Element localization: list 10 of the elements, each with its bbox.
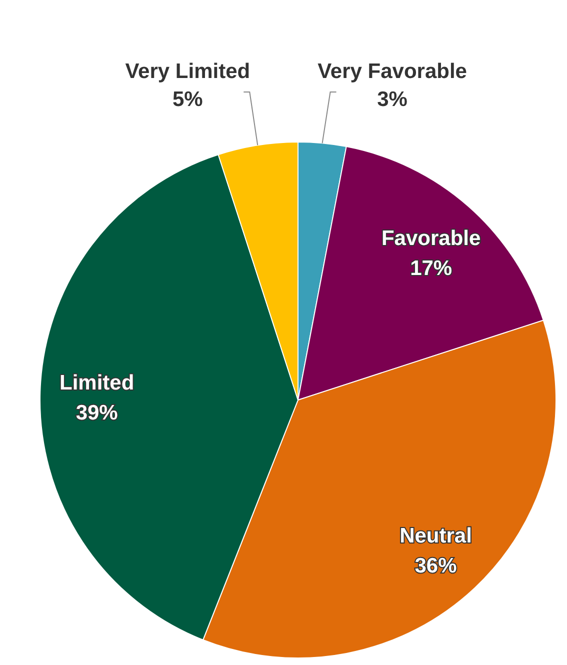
data-label: 5% (172, 88, 204, 111)
data-label: 39% (76, 402, 118, 425)
slice-label: Limited (60, 372, 134, 395)
data-label: 36% (414, 554, 458, 578)
data-label: 3% (377, 88, 408, 111)
slice-label: Very Favorable (318, 60, 467, 83)
data-label: 17% (410, 257, 452, 280)
slice-label: Favorable (381, 227, 481, 250)
slice-label: Very Limited (125, 60, 250, 83)
slice-label: Neutral (400, 524, 472, 548)
